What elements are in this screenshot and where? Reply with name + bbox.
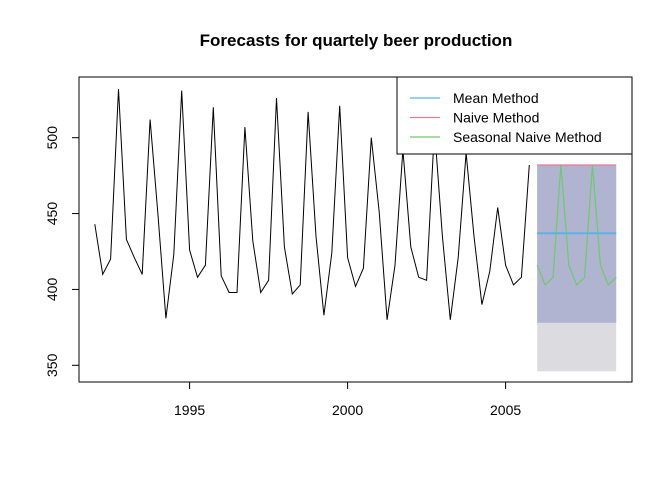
x-tick-label: 1995 — [174, 402, 205, 418]
series-lines — [94, 89, 617, 320]
y-tick-label: 400 — [44, 278, 60, 302]
x-axis: 1995 2000 2005 — [174, 381, 521, 418]
legend-label-seasonal-naive-method: Seasonal Naive Method — [453, 129, 602, 145]
x-tick-label: 2005 — [490, 402, 521, 418]
interval-80-band — [537, 165, 617, 323]
prediction-intervals — [537, 165, 617, 372]
y-tick-label: 350 — [44, 353, 60, 377]
chart-title: Forecasts for quartely beer production — [200, 31, 513, 50]
y-axis: 350 400 450 500 — [44, 126, 80, 377]
seasonal-naive-method-line — [536, 164, 617, 286]
legend-label-naive-method: Naive Method — [453, 110, 539, 126]
legend-label-mean-method: Mean Method — [453, 90, 539, 106]
x-tick-label: 2000 — [332, 402, 363, 418]
y-tick-label: 450 — [44, 202, 60, 226]
y-tick-label: 500 — [44, 126, 60, 150]
legend-box — [396, 76, 633, 155]
legend: Mean Method Naive Method Seasonal Naive Me… — [396, 76, 633, 155]
history-line — [94, 89, 530, 320]
